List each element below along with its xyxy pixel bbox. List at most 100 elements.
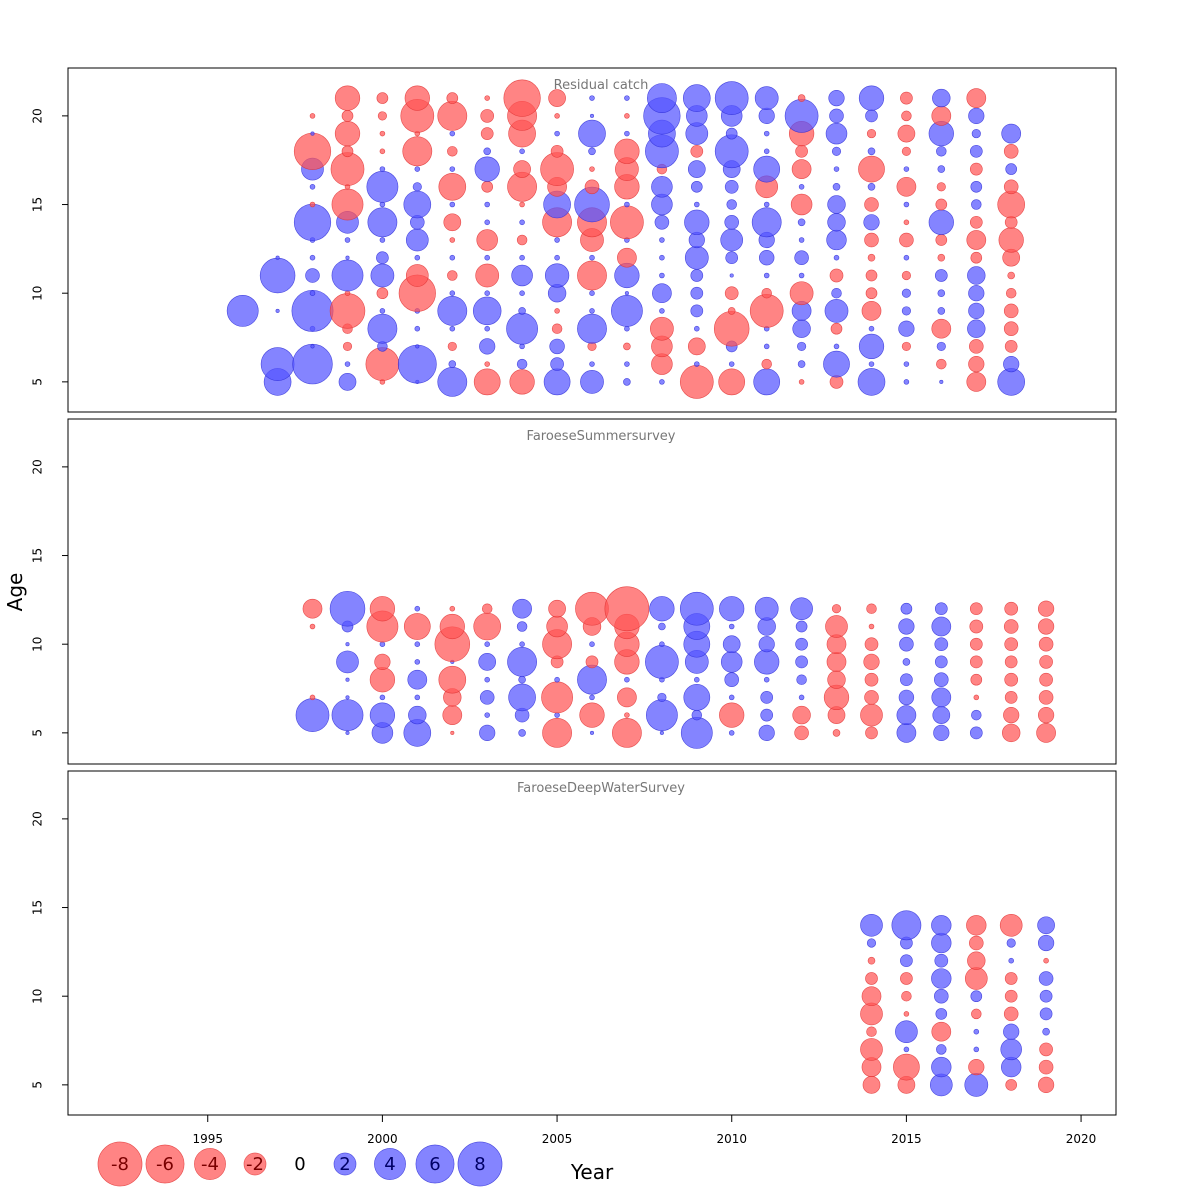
bubble-positive xyxy=(506,312,538,345)
bubble-negative xyxy=(476,229,498,251)
bubble-negative xyxy=(901,341,911,351)
bubble-negative xyxy=(548,599,566,618)
bubble-negative xyxy=(513,160,531,178)
bubble-negative xyxy=(866,129,877,139)
bubble-positive xyxy=(866,938,877,948)
bubble-positive xyxy=(860,913,883,937)
bubble-negative xyxy=(713,310,750,347)
bubble-negative xyxy=(519,201,525,208)
bubble-positive xyxy=(931,915,952,936)
bubble-positive xyxy=(345,642,350,647)
bubble-negative xyxy=(998,227,1024,253)
bubble-negative xyxy=(447,146,458,157)
bubble-negative xyxy=(1004,972,1018,985)
bubble-positive xyxy=(964,1073,989,1097)
bubble-negative xyxy=(341,110,354,122)
bubble-negative xyxy=(503,79,541,117)
bubble-positive xyxy=(309,290,316,296)
bubble-negative xyxy=(830,322,843,335)
bubble-negative xyxy=(1005,1079,1018,1091)
bubble-positive xyxy=(798,184,805,190)
bubble-negative xyxy=(344,290,351,296)
bubble-positive xyxy=(751,207,782,238)
legend-bubble xyxy=(243,1152,267,1176)
bubble-positive xyxy=(507,647,537,677)
bubble-negative xyxy=(749,294,784,328)
bubble-negative xyxy=(447,270,458,281)
bubble-negative xyxy=(405,264,429,287)
bubble-positive xyxy=(901,288,911,298)
bubble-negative xyxy=(868,623,875,630)
bubble-negative xyxy=(309,201,316,208)
bubble-negative xyxy=(481,180,494,193)
bubble-negative xyxy=(901,146,911,156)
bubble-negative xyxy=(863,653,880,671)
bubble-positive xyxy=(437,296,468,326)
bubble-negative xyxy=(443,213,462,232)
bubble-positive xyxy=(829,108,844,124)
bubble-positive xyxy=(973,1046,980,1053)
x-tick-label: 1995 xyxy=(192,1132,223,1146)
bubble-negative xyxy=(826,652,847,672)
bubble-negative xyxy=(969,339,984,354)
bubble-positive xyxy=(858,333,885,360)
bubble-positive xyxy=(728,694,735,701)
bubble-positive xyxy=(512,598,532,619)
bubble-positive xyxy=(624,325,630,332)
bubble-positive xyxy=(260,347,295,381)
bubble-positive xyxy=(369,702,396,728)
bubble-positive xyxy=(936,146,947,157)
bubble-positive xyxy=(690,286,704,300)
panel-title: FaroeseSummersurvey xyxy=(527,429,676,444)
bubble-positive xyxy=(758,107,775,124)
bubble-positive xyxy=(414,254,421,261)
bubble-positive xyxy=(824,299,849,323)
bubble-positive xyxy=(797,341,807,351)
x-axis: 1995 2000 2005 2010 2015 2020 xyxy=(192,1114,1096,1146)
bubble-negative xyxy=(970,673,983,686)
bubble-negative xyxy=(1003,321,1019,336)
bubble-positive xyxy=(760,708,774,722)
bubble-positive xyxy=(680,717,713,749)
bubble-negative xyxy=(1036,723,1056,743)
bubble-negative xyxy=(309,694,316,701)
bubble-negative xyxy=(404,85,430,111)
bubble-positive xyxy=(903,201,910,208)
bubble-positive xyxy=(379,201,386,208)
bubble-negative xyxy=(1003,303,1019,319)
bubble-positive xyxy=(580,370,604,394)
bubble-negative xyxy=(554,308,560,314)
bubble-positive xyxy=(931,932,952,954)
bubble-positive xyxy=(414,605,421,612)
bubble-positive xyxy=(379,166,386,172)
y-tick-label: 10 xyxy=(31,286,45,301)
bubble-negative xyxy=(969,655,983,669)
bubble-positive xyxy=(725,251,739,265)
bubble-negative xyxy=(966,915,987,936)
bubble-positive xyxy=(338,373,357,391)
bubble-negative xyxy=(376,92,389,104)
y-tick-label: 15 xyxy=(31,900,45,915)
legend-label: 6 xyxy=(429,1154,440,1175)
bubble-negative xyxy=(1005,287,1017,299)
bubble-positive xyxy=(1003,356,1020,373)
bubble-negative xyxy=(550,144,564,158)
bubble-negative xyxy=(1004,601,1019,616)
bubble-negative xyxy=(365,347,400,381)
bubble-positive xyxy=(967,266,986,285)
bubble-negative xyxy=(516,234,528,246)
legend-label: -4 xyxy=(201,1154,219,1175)
bubble-positive xyxy=(414,659,421,665)
bubble-positive xyxy=(891,910,922,941)
bubble-positive xyxy=(899,636,914,652)
bubble-positive xyxy=(1000,1038,1022,1061)
bubble-positive xyxy=(336,650,359,674)
bubble-negative xyxy=(936,182,946,192)
bubble-positive xyxy=(865,109,878,123)
bubble-positive xyxy=(828,89,845,107)
bubble-positive xyxy=(484,712,490,718)
bubble-positive xyxy=(694,676,700,683)
bubble-positive xyxy=(935,1008,948,1020)
bubble-positive xyxy=(449,254,456,261)
bubble-positive xyxy=(589,361,595,367)
